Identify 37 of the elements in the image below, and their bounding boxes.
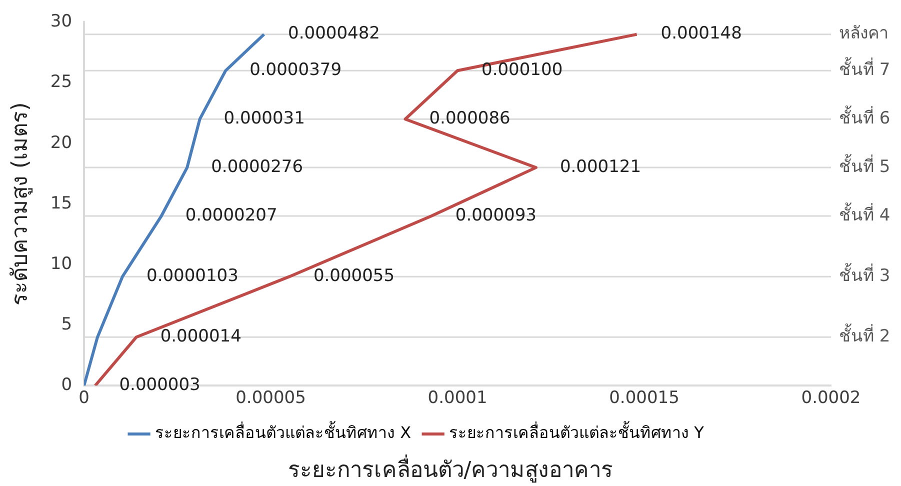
annotation: 0.000093	[455, 205, 536, 226]
annotation: 0.0000379	[250, 60, 342, 80]
annotation: 0.0000103	[146, 266, 238, 286]
annotation: 0.000031	[224, 108, 305, 129]
legend-label: ระยะการเคลื่อนตัวแต่ละชั้นทิศทาง Y	[449, 421, 704, 442]
ref-line-label: ชั้นที่ 5	[839, 154, 890, 177]
ref-line-label: ชั้นที่ 7	[839, 57, 890, 80]
annotation: 0.000086	[429, 108, 510, 129]
x-axis-title: ระยะการเคลื่อนตัว/ความสูงอาคาร	[286, 454, 614, 485]
annotation: 0.000055	[313, 266, 395, 286]
ref-line-label: ชั้นที่ 3	[839, 263, 890, 286]
annotation: 0.000100	[482, 60, 563, 80]
legend-label: ระยะการเคลื่อนตัวแต่ละชั้นทิศทาง X	[155, 421, 412, 442]
annotation: 0.000148	[660, 24, 742, 44]
x-tick-label: 0.0002	[801, 388, 861, 408]
y-tick-label: 5	[61, 314, 72, 334]
x-tick-label: 0.0001	[428, 388, 488, 408]
annotation: 0.000014	[160, 326, 242, 347]
ref-line-label: หลังคา	[839, 24, 889, 44]
annotation: 0.0000276	[211, 156, 304, 177]
y-tick-label: 15	[50, 193, 72, 214]
y-tick-label: 0	[61, 375, 72, 396]
annotation: 0.0000207	[185, 205, 278, 226]
y-tick-label: 30	[50, 12, 72, 32]
x-tick-label: 0.00015	[609, 388, 680, 408]
y-tick-label: 20	[50, 132, 72, 153]
ref-line-label: ชั้นที่ 4	[839, 202, 890, 226]
ref-line-label: ชั้นที่ 2	[839, 324, 890, 347]
annotation: 0.0000482	[288, 24, 380, 44]
annotation: 0.000003	[119, 375, 200, 396]
annotation: 0.000121	[560, 156, 642, 177]
y-axis-title: ระดับความสูง (เมตร)	[8, 102, 33, 306]
y-tick-label: 10	[50, 254, 72, 274]
x-tick-label: 0	[78, 388, 90, 408]
y-tick-label: 25	[50, 72, 72, 92]
x-tick-label: 0.00005	[236, 388, 306, 408]
ref-line-label: ชั้นที่ 6	[839, 106, 890, 129]
